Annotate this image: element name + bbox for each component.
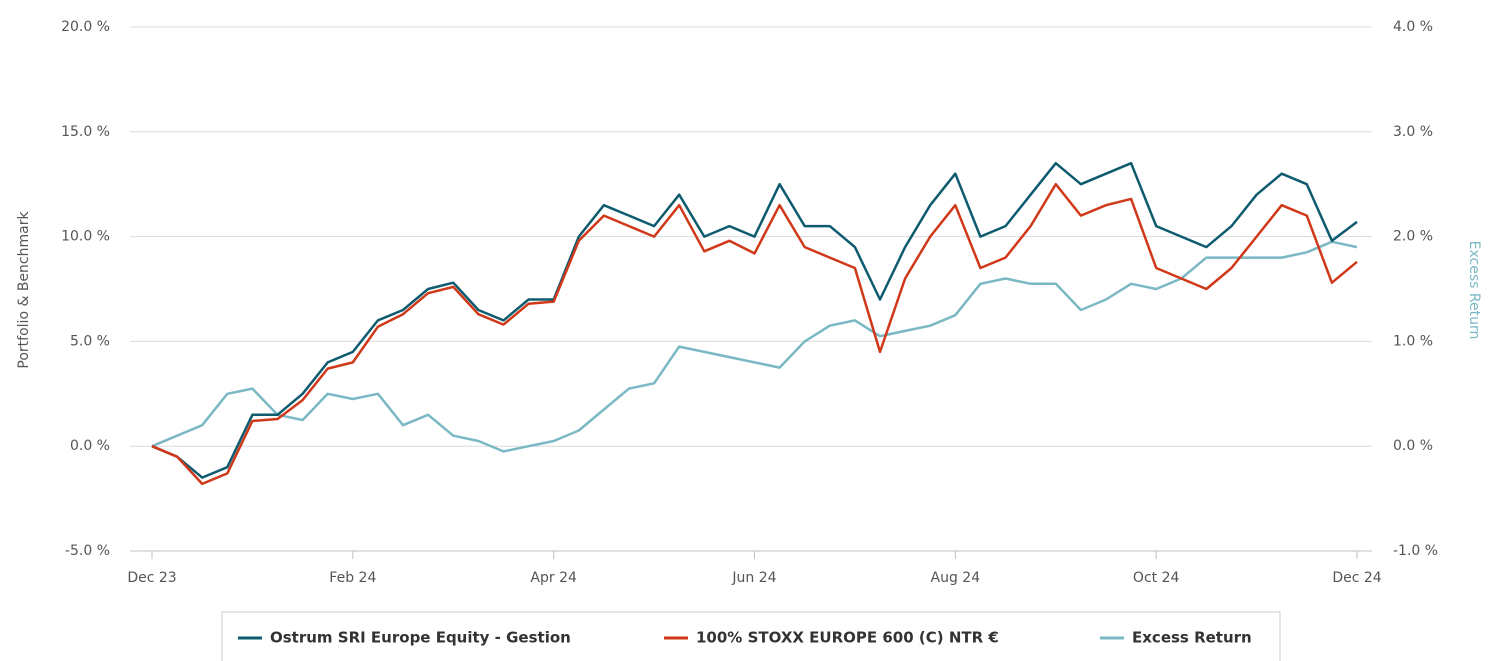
- x-tick-label: Jun 24: [731, 570, 776, 586]
- y-tick-label: 20.0 %: [61, 19, 110, 35]
- x-tick-label: Dec 24: [1332, 570, 1381, 586]
- y-tick-label: 5.0 %: [70, 333, 110, 349]
- y-axis-label: Portfolio & Benchmark: [16, 211, 32, 369]
- y2-tick-label: 0.0 %: [1393, 438, 1433, 454]
- x-tick-label: Aug 24: [931, 570, 981, 586]
- y-tick-label: 10.0 %: [61, 229, 110, 245]
- y2-tick-label: 2.0 %: [1393, 229, 1433, 245]
- y-tick-label: 15.0 %: [61, 124, 110, 140]
- series-line: [151, 240, 1358, 453]
- y2-tick-label: 4.0 %: [1393, 19, 1433, 35]
- x-tick-label: Apr 24: [530, 570, 577, 586]
- y2-axis-label: Excess Return: [1466, 241, 1482, 340]
- y-tick-label: -5.0 %: [65, 543, 110, 559]
- y2-tick-label: 3.0 %: [1393, 124, 1433, 140]
- legend-label: Excess Return: [1132, 629, 1252, 647]
- series-line: [151, 182, 1358, 486]
- legend-label: Ostrum SRI Europe Equity - Gestion: [270, 629, 571, 647]
- x-tick-label: Dec 23: [127, 570, 176, 586]
- x-tick-label: Feb 24: [329, 570, 376, 586]
- legend-label: 100% STOXX EUROPE 600 (C) NTR €: [696, 629, 999, 647]
- y2-tick-label: 1.0 %: [1393, 333, 1433, 349]
- y-tick-label: 0.0 %: [70, 438, 110, 454]
- x-tick-label: Oct 24: [1133, 570, 1180, 586]
- y2-tick-label: -1.0 %: [1393, 543, 1438, 559]
- series-line: [151, 161, 1358, 479]
